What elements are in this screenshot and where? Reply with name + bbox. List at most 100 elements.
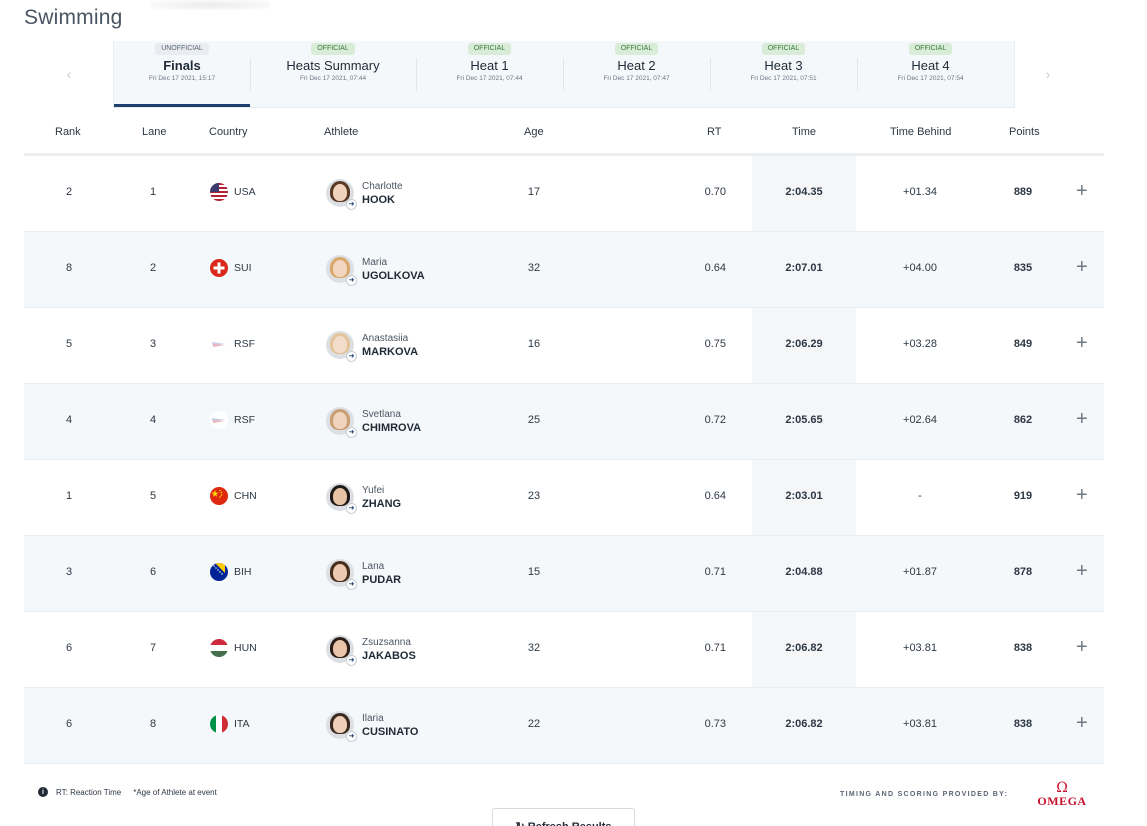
expand-row-icon[interactable]: + (1076, 636, 1088, 658)
rsf-flag-icon (210, 411, 228, 429)
athlete-first-name: Ilaria (362, 712, 384, 724)
rank-cell: 1 (65, 490, 73, 502)
athlete-cell[interactable]: ➜ Lana PUDAR (326, 559, 401, 590)
athlete-last-name: CHIMROVA (362, 421, 422, 434)
rank-cell: 8 (65, 262, 73, 274)
athlete-cell[interactable]: ➜ Svetlana CHIMROVA (326, 407, 422, 438)
profile-link-icon[interactable]: ➜ (346, 503, 357, 514)
athlete-last-name: ZHANG (362, 497, 402, 510)
lane-cell: 3 (149, 338, 157, 350)
expand-row-icon[interactable]: + (1076, 332, 1088, 354)
points-cell: 838 (1013, 718, 1033, 730)
rank-cell: 6 (65, 718, 73, 730)
athlete-first-name: Maria (362, 256, 388, 268)
athlete-cell[interactable]: ➜ Ilaria CUSINATO (326, 711, 419, 742)
table-row[interactable]: 2 1 USA ➜ Charlotte HOOK 17 0.70 2:04.35… (24, 156, 1104, 232)
profile-link-icon[interactable]: ➜ (346, 199, 357, 210)
table-row[interactable]: 1 5 CHN ➜ Yufei ZHANG 23 0.64 2:03.01 - … (24, 460, 1104, 536)
age-cell: 23 (527, 490, 541, 502)
tab-date: Fri Dec 17 2021, 15:17 (148, 75, 216, 82)
header-points: Points (1009, 126, 1040, 138)
athlete-avatar: ➜ (326, 483, 357, 514)
country-cell: RSF (210, 411, 255, 429)
tab-status-badge: OFFICIAL (761, 43, 806, 55)
age-cell: 32 (527, 642, 541, 654)
switzerland-flag-icon (210, 259, 228, 277)
athlete-first-name: Yufei (362, 484, 385, 496)
time-cell: 2:04.88 (785, 566, 823, 578)
tab-heats-summary[interactable]: OFFICIAL Heats Summary Fri Dec 17 2021, … (250, 41, 416, 107)
profile-link-icon[interactable]: ➜ (346, 655, 357, 666)
tab-status-badge: OFFICIAL (311, 43, 355, 55)
athlete-avatar: ➜ (326, 255, 357, 286)
time-behind-cell: +03.28 (903, 338, 937, 350)
tabs-strip: UNOFFICIAL Finals Fri Dec 17 2021, 15:17… (113, 41, 1015, 108)
tab-label: Heats Summary (286, 58, 380, 73)
age-cell: 15 (527, 566, 541, 578)
tab-heat-3[interactable]: OFFICIAL Heat 3 Fri Dec 17 2021, 07:51 (710, 41, 857, 107)
country-cell: ITA (210, 715, 250, 733)
table-row[interactable]: 4 4 RSF ➜ Svetlana CHIMROVA 25 0.72 2:05… (24, 384, 1104, 460)
time-cell: 2:06.82 (785, 718, 823, 730)
athlete-cell[interactable]: ➜ Yufei ZHANG (326, 483, 402, 514)
time-cell: 2:05.65 (785, 414, 823, 426)
expand-row-icon[interactable]: + (1076, 484, 1088, 506)
profile-link-icon[interactable]: ➜ (346, 275, 357, 286)
tab-heat-1[interactable]: OFFICIAL Heat 1 Fri Dec 17 2021, 07:44 (416, 41, 563, 107)
rt-cell: 0.71 (704, 566, 726, 578)
athlete-first-name: Anastasiia (362, 332, 409, 344)
results-table: Rank Lane Country Athlete Age RT Time Ti… (24, 112, 1104, 764)
expand-row-icon[interactable]: + (1076, 560, 1088, 582)
points-cell: 838 (1013, 642, 1033, 654)
header-time-behind: Time Behind (890, 126, 952, 138)
tab-status-badge: OFFICIAL (467, 43, 512, 55)
table-row[interactable]: 8 2 SUI ➜ Maria UGOLKOVA 32 0.64 2:07.01… (24, 232, 1104, 308)
profile-link-icon[interactable]: ➜ (346, 731, 357, 742)
expand-row-icon[interactable]: + (1076, 408, 1088, 430)
country-code: USA (234, 186, 256, 198)
time-cell: 2:04.35 (785, 186, 823, 198)
expand-row-icon[interactable]: + (1076, 256, 1088, 278)
athlete-cell[interactable]: ➜ Maria UGOLKOVA (326, 255, 425, 286)
expand-row-icon[interactable]: + (1076, 712, 1088, 734)
athlete-avatar: ➜ (326, 635, 357, 666)
athlete-last-name: CUSINATO (362, 725, 419, 738)
lane-cell: 7 (149, 642, 157, 654)
country-cell: RSF (210, 335, 255, 353)
tab-status-badge: OFFICIAL (614, 43, 659, 55)
time-cell: 2:06.82 (785, 642, 823, 654)
rt-cell: 0.72 (704, 414, 726, 426)
athlete-avatar: ➜ (326, 559, 357, 590)
table-row[interactable]: 3 6 BIH ➜ Lana PUDAR 15 0.71 2:04.88 +01… (24, 536, 1104, 612)
time-behind-cell: - (918, 490, 922, 502)
expand-row-icon[interactable]: + (1076, 180, 1088, 202)
tabs-prev-arrow-icon[interactable]: ‹ (66, 66, 72, 82)
tab-heat-2[interactable]: OFFICIAL Heat 2 Fri Dec 17 2021, 07:47 (563, 41, 710, 107)
tab-label: Heat 2 (617, 58, 656, 73)
table-row[interactable]: 6 7 HUN ➜ Zsuzsanna JAKABOS 32 0.71 2:06… (24, 612, 1104, 688)
rt-cell: 0.71 (704, 642, 726, 654)
profile-link-icon[interactable]: ➜ (346, 351, 357, 362)
athlete-cell[interactable]: ➜ Zsuzsanna JAKABOS (326, 635, 416, 666)
table-row[interactable]: 5 3 RSF ➜ Anastasiia MARKOVA 16 0.75 2:0… (24, 308, 1104, 384)
tabs-next-arrow-icon[interactable]: › (1045, 66, 1051, 82)
table-row[interactable]: 6 8 ITA ➜ Ilaria CUSINATO 22 0.73 2:06.8… (24, 688, 1104, 764)
tab-finals[interactable]: UNOFFICIAL Finals Fri Dec 17 2021, 15:17 (114, 41, 250, 107)
tab-date: Fri Dec 17 2021, 07:54 (897, 75, 964, 82)
country-code: HUN (234, 642, 257, 654)
athlete-cell[interactable]: ➜ Anastasiia MARKOVA (326, 331, 418, 362)
omega-logo: Ω OMEGA (1034, 781, 1090, 809)
age-cell: 17 (527, 186, 541, 198)
tab-date: Fri Dec 17 2021, 07:47 (603, 75, 670, 82)
tab-heat-4[interactable]: OFFICIAL Heat 4 Fri Dec 17 2021, 07:54 (857, 41, 1004, 107)
athlete-first-name: Lana (362, 560, 385, 572)
rank-cell: 2 (65, 186, 73, 198)
refresh-results-button[interactable]: ↻ Refresh Results (492, 808, 635, 826)
lane-cell: 1 (149, 186, 157, 198)
time-behind-cell: +04.00 (903, 262, 937, 274)
header-rank: Rank (55, 126, 81, 138)
profile-link-icon[interactable]: ➜ (346, 579, 357, 590)
tab-status-badge: UNOFFICIAL (155, 43, 209, 55)
athlete-cell[interactable]: ➜ Charlotte HOOK (326, 179, 403, 210)
profile-link-icon[interactable]: ➜ (346, 427, 357, 438)
